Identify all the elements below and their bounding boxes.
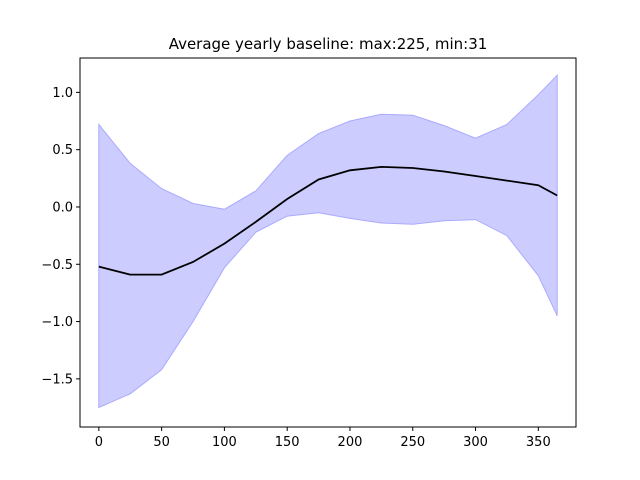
y-tick-label: −1.5 [41, 372, 73, 387]
x-tick-label: 200 [338, 435, 363, 450]
y-tick-label: −1.0 [41, 315, 73, 330]
chart-title: Average yearly baseline: max:225, min:31 [169, 35, 488, 53]
y-tick-label: 0.0 [52, 200, 73, 215]
x-tick-label: 0 [95, 435, 103, 450]
x-tick-label: 50 [153, 435, 170, 450]
x-tick-label: 250 [400, 435, 425, 450]
x-tick-label: 100 [212, 435, 237, 450]
x-tick-label: 150 [275, 435, 300, 450]
y-tick-label: 1.0 [52, 86, 73, 101]
band-area [98, 73, 558, 409]
plot-frame [79, 57, 577, 428]
mean-line [98, 165, 558, 276]
y-tick-label: −0.5 [41, 258, 73, 273]
x-tick-label: 350 [526, 435, 551, 450]
x-tick-label: 300 [463, 435, 488, 450]
y-tick-label: 0.5 [52, 143, 73, 158]
